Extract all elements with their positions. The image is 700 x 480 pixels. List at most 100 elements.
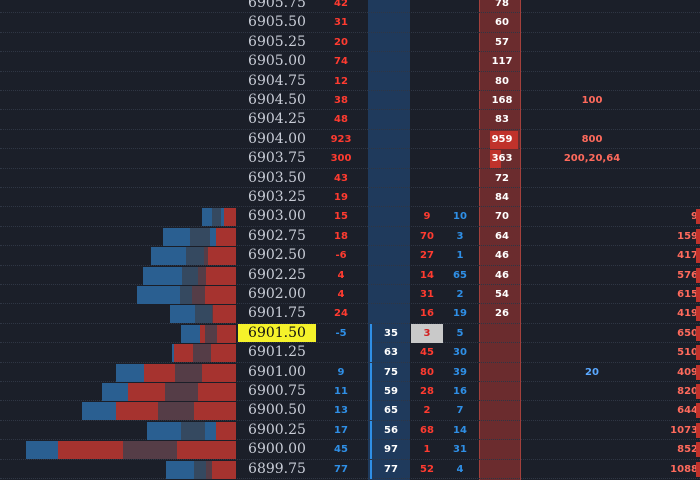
price-row[interactable] xyxy=(0,110,700,130)
price-cell[interactable]: 6905.50 xyxy=(248,14,306,31)
price-row[interactable] xyxy=(0,227,700,247)
price-row[interactable] xyxy=(0,266,700,285)
price-cell[interactable]: 6904.00 xyxy=(248,130,306,147)
delta-column xyxy=(368,0,410,480)
volume-profile-bar-red xyxy=(216,421,236,440)
price-row[interactable] xyxy=(0,130,700,150)
resting-size: 9 xyxy=(691,211,698,223)
price-cell[interactable]: 6903.25 xyxy=(248,189,306,205)
volume-profile-bar-red xyxy=(224,208,236,227)
delta-value: 11 xyxy=(334,386,348,397)
delta-value: 4 xyxy=(337,289,345,300)
total-volume: 363 xyxy=(491,153,513,165)
price-row[interactable] xyxy=(0,207,700,227)
order-note: 100 xyxy=(581,95,603,106)
price-row[interactable] xyxy=(0,13,700,33)
buy-volume: 19 xyxy=(453,308,467,320)
volume-profile-bar-red xyxy=(216,227,236,246)
resting-size: 1073 xyxy=(670,424,698,436)
sell-volume: 80 xyxy=(420,366,434,378)
sell-volume: 27 xyxy=(420,250,434,262)
price-row[interactable] xyxy=(0,72,700,91)
delta-value: 4 xyxy=(337,269,345,281)
delta-value: 24 xyxy=(334,308,348,320)
resting-size: 510 xyxy=(677,347,698,359)
price-row[interactable] xyxy=(0,52,700,72)
price-row[interactable] xyxy=(0,343,700,363)
price-row[interactable] xyxy=(0,246,700,266)
delta-value: 9 xyxy=(337,366,345,378)
total-volume: 54 xyxy=(495,289,509,300)
price-cell[interactable]: 6902.75 xyxy=(248,227,306,244)
sell-volume: 31 xyxy=(420,289,434,300)
total-volume: 78 xyxy=(495,0,509,9)
price-cell[interactable]: 6901.75 xyxy=(248,305,306,322)
order-note: 200,20,64 xyxy=(563,153,621,165)
volume-profile-bar-gray xyxy=(194,460,212,479)
delta-value: 48 xyxy=(334,114,348,126)
price-row[interactable] xyxy=(0,401,700,421)
price-cell[interactable]: 6905.25 xyxy=(248,33,306,50)
price-row[interactable] xyxy=(0,440,700,460)
price-cell[interactable]: 6904.25 xyxy=(248,111,306,128)
price-cell[interactable]: 6903.00 xyxy=(248,208,306,225)
total-volume: 83 xyxy=(495,114,509,126)
price-row[interactable] xyxy=(0,382,700,402)
buy-volume: 4 xyxy=(456,463,464,475)
trade-count: 97 xyxy=(370,440,410,460)
price-cell[interactable]: 6903.75 xyxy=(248,150,306,167)
resting-size: 419 xyxy=(677,308,698,320)
price-cell[interactable]: 6901.50 xyxy=(238,323,316,342)
resting-size: 852 xyxy=(677,444,698,456)
price-row[interactable] xyxy=(0,91,700,111)
price-cell[interactable]: 6905.00 xyxy=(248,53,306,70)
volume-profile-bar-gray xyxy=(204,324,218,343)
price-row[interactable] xyxy=(0,460,700,479)
volume-profile-bar-gray xyxy=(185,247,208,266)
total-volume: 46 xyxy=(495,269,509,281)
price-row[interactable] xyxy=(0,285,700,305)
price-row[interactable] xyxy=(0,188,700,208)
buy-volume: 65 xyxy=(453,269,467,281)
price-cell[interactable]: 6900.50 xyxy=(248,402,306,419)
price-cell[interactable]: 6904.75 xyxy=(248,72,306,89)
buy-volume: 31 xyxy=(453,444,467,456)
trade-count: 77 xyxy=(370,459,410,479)
volume-profile-bar-red xyxy=(204,247,236,266)
buy-volume: 10 xyxy=(453,211,467,223)
price-row[interactable] xyxy=(0,149,700,169)
price-cell[interactable]: 6905.75 xyxy=(248,0,306,11)
price-cell[interactable]: 6900.25 xyxy=(248,421,306,438)
volume-profile-bar-gray xyxy=(182,266,206,285)
price-cell[interactable]: 6902.50 xyxy=(248,247,306,264)
price-row[interactable] xyxy=(0,0,700,14)
volume-profile-bar-red xyxy=(206,460,236,479)
price-cell[interactable]: 6900.00 xyxy=(248,441,306,458)
resting-size: 1088 xyxy=(670,463,698,475)
price-cell[interactable]: 6902.00 xyxy=(248,286,306,302)
price-cell[interactable]: 6902.25 xyxy=(248,266,306,283)
buy-volume: 3 xyxy=(456,230,464,242)
buy-volume: 16 xyxy=(453,386,467,397)
total-volume: 117 xyxy=(491,56,513,68)
delta-value: 17 xyxy=(334,424,348,436)
price-cell[interactable]: 6904.50 xyxy=(248,92,306,108)
price-row[interactable] xyxy=(0,363,700,382)
delta-value: 13 xyxy=(334,405,348,417)
price-row[interactable] xyxy=(0,324,700,344)
price-cell[interactable]: 6899.75 xyxy=(248,460,306,477)
volume-profile-bar-gray xyxy=(123,441,177,460)
price-row[interactable] xyxy=(0,304,700,324)
trade-count: 35 xyxy=(370,323,410,343)
volume-profile-bar-gray xyxy=(190,227,211,246)
price-cell[interactable]: 6903.50 xyxy=(248,169,306,186)
price-row[interactable] xyxy=(0,33,700,53)
price-cell[interactable]: 6901.25 xyxy=(248,344,306,361)
price-row[interactable] xyxy=(0,421,700,441)
total-volume: 60 xyxy=(495,17,509,29)
order-note: 20 xyxy=(585,366,599,378)
price-row[interactable] xyxy=(0,169,700,188)
sell-volume: 28 xyxy=(420,386,434,397)
price-cell[interactable]: 6900.75 xyxy=(248,383,306,399)
price-cell[interactable]: 6901.00 xyxy=(248,363,306,380)
